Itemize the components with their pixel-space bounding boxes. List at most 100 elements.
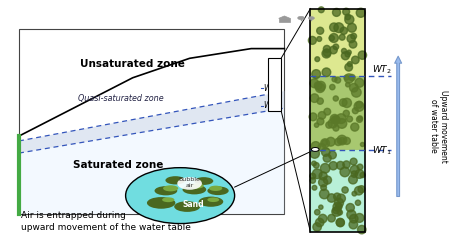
Point: [343, 101, 351, 105]
Point: [336, 210, 344, 214]
Circle shape: [126, 168, 235, 224]
Point: [356, 117, 363, 121]
Text: $WT_1$: $WT_1$: [372, 144, 392, 157]
Point: [359, 173, 366, 177]
Ellipse shape: [182, 185, 206, 194]
Point: [335, 201, 343, 205]
Ellipse shape: [209, 186, 222, 191]
Point: [316, 99, 324, 103]
Point: [330, 36, 337, 40]
Point: [351, 125, 358, 129]
Point: [328, 153, 336, 157]
Point: [356, 165, 364, 169]
Point: [328, 196, 335, 200]
Point: [359, 143, 366, 147]
Point: [333, 195, 341, 199]
Ellipse shape: [199, 197, 223, 207]
Point: [338, 35, 346, 39]
Ellipse shape: [190, 183, 204, 189]
Circle shape: [177, 177, 202, 190]
Point: [310, 81, 318, 85]
Point: [310, 115, 317, 119]
Point: [323, 110, 331, 114]
Circle shape: [309, 17, 314, 20]
Point: [345, 65, 353, 69]
Bar: [310, 9, 365, 76]
Point: [340, 29, 347, 33]
Point: [321, 141, 328, 145]
Ellipse shape: [165, 176, 185, 184]
Point: [348, 76, 356, 79]
Text: Upward movement
of water table: Upward movement of water table: [429, 90, 448, 163]
Point: [329, 122, 337, 125]
Point: [341, 188, 349, 192]
Point: [339, 101, 347, 104]
Point: [319, 180, 327, 184]
Point: [338, 138, 346, 142]
Point: [346, 62, 354, 66]
Point: [323, 51, 331, 55]
Point: [320, 186, 328, 190]
Point: [323, 52, 330, 55]
Point: [323, 70, 330, 74]
Point: [338, 122, 346, 125]
Circle shape: [311, 148, 319, 151]
Point: [355, 104, 363, 108]
Point: [321, 141, 329, 145]
Point: [348, 26, 356, 30]
Point: [337, 221, 344, 225]
Point: [356, 103, 363, 107]
Point: [310, 162, 318, 165]
Point: [350, 217, 357, 221]
Point: [328, 216, 335, 220]
Point: [343, 76, 350, 79]
Point: [342, 54, 349, 58]
Ellipse shape: [147, 197, 175, 209]
Point: [359, 53, 366, 57]
Point: [332, 96, 339, 100]
Point: [309, 174, 317, 178]
Point: [344, 52, 351, 56]
Ellipse shape: [155, 186, 177, 195]
Point: [313, 57, 321, 61]
Point: [312, 144, 319, 148]
Text: Quasi-saturated zone: Quasi-saturated zone: [78, 94, 164, 103]
Point: [347, 213, 355, 217]
Point: [316, 37, 323, 41]
Polygon shape: [19, 91, 284, 153]
Point: [310, 96, 318, 100]
Point: [340, 49, 348, 53]
Point: [330, 25, 338, 29]
Point: [323, 47, 331, 51]
Point: [337, 164, 344, 167]
Point: [356, 116, 364, 120]
Point: [337, 117, 345, 121]
Point: [328, 36, 336, 40]
Point: [317, 205, 325, 209]
Text: Air is entrapped during: Air is entrapped during: [21, 210, 126, 220]
Polygon shape: [19, 108, 284, 214]
Point: [311, 152, 319, 156]
Point: [356, 172, 363, 176]
Point: [358, 187, 365, 191]
Ellipse shape: [208, 186, 228, 195]
Point: [344, 83, 352, 87]
Point: [309, 179, 317, 182]
Point: [317, 29, 324, 33]
Point: [313, 123, 320, 127]
Point: [337, 220, 344, 224]
Text: upward movement of the water table: upward movement of the water table: [21, 223, 191, 232]
Point: [317, 120, 324, 123]
Point: [349, 178, 357, 182]
Point: [333, 10, 340, 14]
Point: [351, 168, 358, 172]
Circle shape: [298, 16, 304, 20]
Text: Unsaturated zone: Unsaturated zone: [80, 59, 185, 69]
Point: [335, 140, 342, 144]
Point: [354, 201, 362, 205]
Point: [346, 206, 354, 210]
Point: [338, 139, 346, 143]
Text: $WT_2$: $WT_2$: [372, 63, 392, 76]
Point: [356, 216, 363, 220]
Bar: [268, 58, 281, 111]
